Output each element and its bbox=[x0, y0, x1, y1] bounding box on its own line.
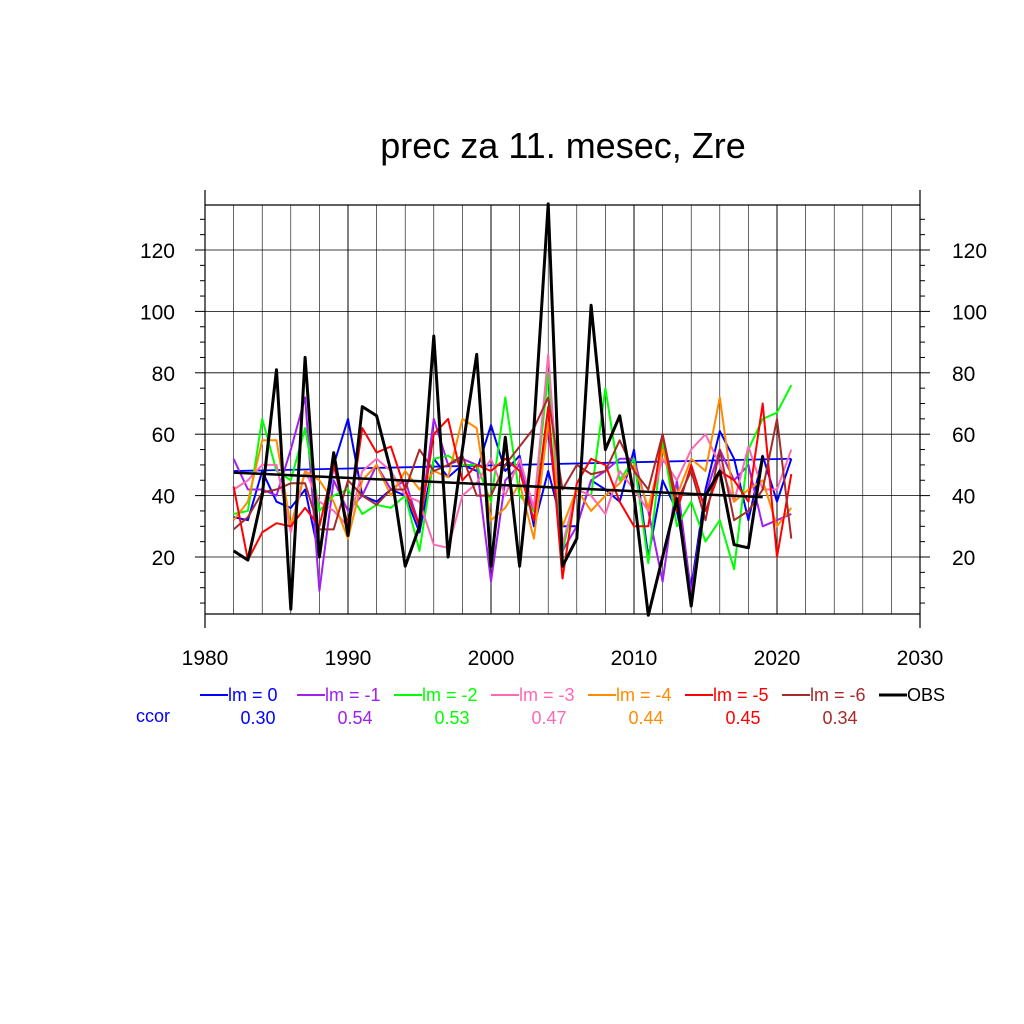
legend-item-7: OBS bbox=[879, 685, 945, 705]
ccor-value: 0.45 bbox=[725, 708, 760, 728]
legend-label: lm = -2 bbox=[422, 685, 478, 705]
trend-line-7 bbox=[233, 471, 763, 499]
legend-item-6: lm = -6 0.34 bbox=[782, 685, 866, 728]
x-tick-label: 1980 bbox=[182, 647, 229, 670]
x-tick-label: 2000 bbox=[468, 647, 515, 670]
y-tick-label-left: 20 bbox=[152, 547, 175, 570]
chart-title: prec za 11. mesec, Zre bbox=[380, 125, 745, 166]
ccor-value: 0.54 bbox=[337, 708, 372, 728]
legend-label: lm = -5 bbox=[713, 685, 769, 705]
y-tick-label-right: 40 bbox=[952, 486, 975, 509]
ccor-value: 0.44 bbox=[628, 708, 663, 728]
x-tick-label: 1990 bbox=[325, 647, 372, 670]
ccor-label: ccor bbox=[136, 706, 170, 726]
y-tick-label-left: 60 bbox=[152, 424, 175, 447]
data-series bbox=[232, 202, 793, 617]
legend-label: lm = -4 bbox=[616, 685, 672, 705]
y-tick-label-right: 80 bbox=[952, 363, 975, 386]
legend-label: OBS bbox=[907, 685, 945, 705]
legend-item-2: lm = -2 0.53 bbox=[394, 685, 478, 728]
y-tick-label-right: 120 bbox=[952, 240, 987, 263]
plot-frame bbox=[204, 190, 921, 628]
y-tick-label-right: 60 bbox=[952, 424, 975, 447]
y-tick-label-left: 80 bbox=[152, 363, 175, 386]
x-tick-label: 2030 bbox=[897, 647, 944, 670]
legend-label: lm = -1 bbox=[325, 685, 381, 705]
legend-item-0: lm = 0 0.30 bbox=[200, 685, 278, 728]
y-tick-label-left: 120 bbox=[140, 240, 175, 263]
series-line-6 bbox=[232, 396, 793, 539]
y-tick-label-right: 100 bbox=[952, 301, 987, 324]
ccor-value: 0.30 bbox=[240, 708, 275, 728]
legend-item-3: lm = -3 0.47 bbox=[491, 685, 575, 728]
legend-item-5: lm = -5 0.45 bbox=[685, 685, 769, 728]
legend-item-4: lm = -4 0.44 bbox=[588, 685, 672, 728]
legend-item-1: lm = -1 0.54 bbox=[297, 685, 381, 728]
y-tick-label-left: 40 bbox=[152, 486, 175, 509]
series-line-7 bbox=[232, 202, 765, 617]
y-tick-label-left: 100 bbox=[140, 301, 175, 324]
x-tick-label: 2010 bbox=[611, 647, 658, 670]
y-tick-label-right: 20 bbox=[952, 547, 975, 570]
ccor-value: 0.53 bbox=[434, 708, 469, 728]
ccor-value: 0.47 bbox=[531, 708, 566, 728]
legend-label: lm = -6 bbox=[810, 685, 866, 705]
x-tick-label: 2020 bbox=[754, 647, 801, 670]
legend-label: lm = -3 bbox=[519, 685, 575, 705]
legend-label: lm = 0 bbox=[228, 685, 278, 705]
ccor-value: 0.34 bbox=[822, 708, 857, 728]
